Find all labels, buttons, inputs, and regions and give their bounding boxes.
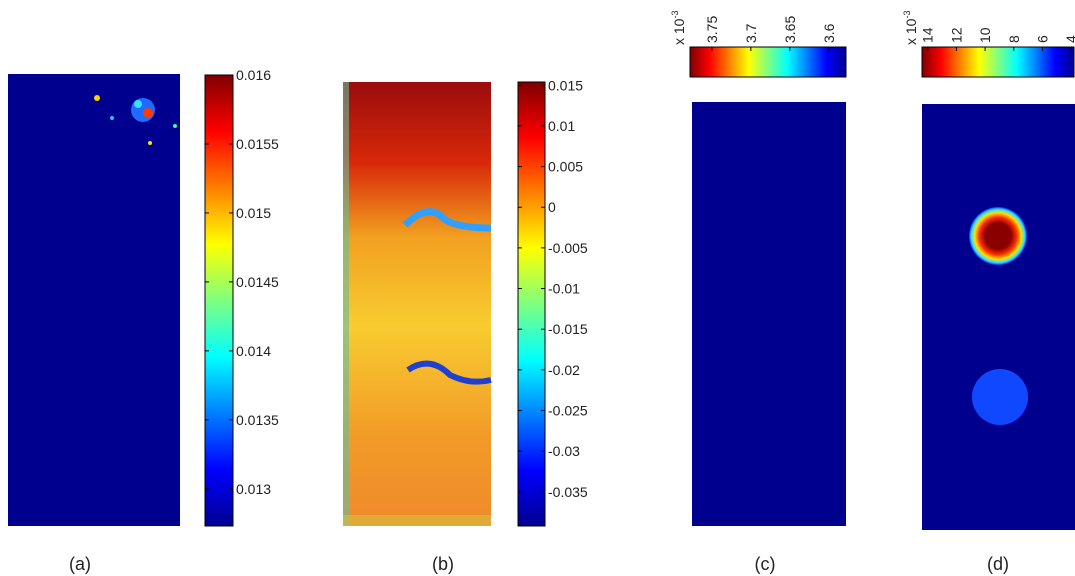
heatmap-spots [94,95,177,145]
tick-label: 0.01 [548,118,575,134]
tick-label: 3.7 [743,23,759,43]
panel-label: (d) [987,554,1009,574]
multiplier: x 10 [671,18,687,45]
tick-label: -0.025 [548,403,588,419]
tick-label: 4 [1063,35,1075,43]
colorbar [204,74,234,527]
heatmap-feature [969,207,1027,265]
heatmap [692,102,846,526]
tick-label: 3.6 [821,23,837,43]
tick-label: 0.0145 [236,274,279,290]
tick-label: 10 [977,27,993,43]
tick-label: -0.035 [548,484,588,500]
exponent: -3 [902,11,912,19]
tick-label: 0.013 [236,481,271,497]
tick-label: -0.015 [548,321,588,337]
tick-label: 12 [948,27,964,43]
colorbar [689,46,847,78]
tick-label: -0.03 [548,443,580,459]
tick-label: 8 [1006,35,1022,43]
colorbar-multiplier: x 10-3 [670,11,687,45]
tick-label: 0.005 [548,159,583,175]
colorbar-multiplier: x 10-3 [902,11,919,45]
tick-label: 0.015 [548,77,583,93]
tick-label: 0.015 [236,205,271,221]
exponent: -3 [670,11,680,19]
tick-label: 0.0155 [236,136,279,152]
heatmap [922,104,1075,530]
colorbar [921,46,1075,78]
tick-label: 0 [548,199,556,215]
heatmap [8,74,180,526]
tick-label: -0.01 [548,281,580,297]
heatmap-feature [972,369,1028,425]
heatmap-features [343,82,492,526]
tick-label: -0.02 [548,362,580,378]
tick-label: 14 [920,27,936,43]
tick-label: 3.75 [704,16,720,43]
panel-label: (b) [432,554,454,574]
tick-label: -0.005 [548,240,588,256]
tick-label: 0.016 [236,67,271,83]
tick-label: 3.65 [782,16,798,43]
multiplier: x 10 [903,18,919,45]
panel-label: (a) [69,554,91,574]
tick-label: 0.014 [236,343,271,359]
colorbar [517,81,546,527]
tick-label: 6 [1034,35,1050,43]
panel-label: (c) [755,554,776,574]
heatmap [343,82,491,526]
tick-label: 0.0135 [236,412,279,428]
